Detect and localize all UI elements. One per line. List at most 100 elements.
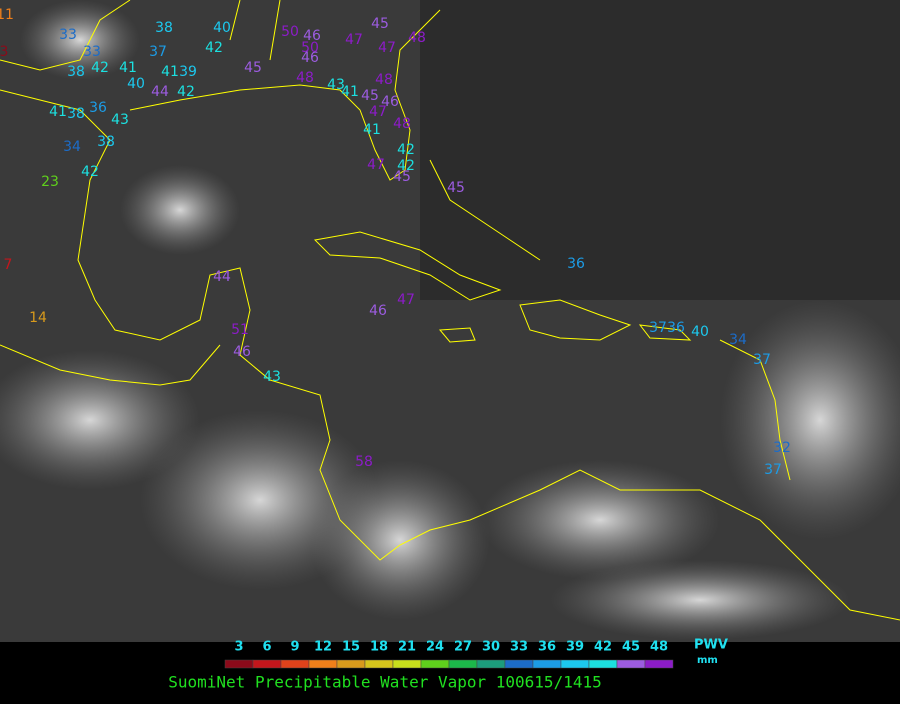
station-value: 38	[67, 106, 85, 122]
station-value: 41	[119, 60, 137, 76]
station-value: 41	[363, 122, 381, 138]
station-value: 47	[369, 104, 387, 120]
colorbar-tick-label: 30	[482, 640, 500, 655]
colorbar-tick-label: 6	[262, 640, 271, 655]
station-value: 46	[233, 344, 251, 360]
station-value: 23	[41, 174, 59, 190]
station-value: 45	[371, 16, 389, 32]
colorbar-swatch	[280, 659, 310, 669]
station-value: 48	[393, 116, 411, 132]
station-value: 47	[378, 40, 396, 56]
colorbar-swatch	[336, 659, 366, 669]
station-value: 58	[355, 454, 373, 470]
station-value: 34	[63, 139, 81, 155]
colorbar-tick-label: 24	[426, 640, 444, 655]
station-value: 42	[205, 40, 223, 56]
station-value: 34	[729, 332, 747, 348]
station-value: 45	[244, 60, 262, 76]
station-value: 38	[97, 134, 115, 150]
station-value: 11	[0, 7, 14, 23]
colorbar-swatch	[644, 659, 674, 669]
station-value: 42	[397, 158, 415, 174]
colorbar-tick-label: 33	[510, 640, 528, 655]
colorbar-tick-label: 48	[650, 640, 668, 655]
station-value: 32	[773, 440, 791, 456]
station-value: 50	[301, 40, 319, 56]
station-value: 44	[213, 269, 231, 285]
station-value: 41	[341, 84, 359, 100]
station-value: 37	[764, 462, 782, 478]
colorbar-tick-label: 18	[370, 640, 388, 655]
colorbar-swatch	[224, 659, 254, 669]
station-value: 47	[367, 157, 385, 173]
colorbar-swatch	[308, 659, 338, 669]
station-value: 46	[369, 303, 387, 319]
colorbar-swatch	[616, 659, 646, 669]
station-value: 38	[67, 64, 85, 80]
colorbar-swatch	[252, 659, 282, 669]
colorbar-swatch	[448, 659, 478, 669]
ocean-dark	[420, 0, 900, 300]
colorbar-swatch	[364, 659, 394, 669]
station-value: 46	[301, 50, 319, 66]
colorbar-swatch	[476, 659, 506, 669]
station-value: 42	[91, 60, 109, 76]
station-value: 7	[4, 257, 13, 273]
station-value: 46	[381, 94, 399, 110]
station-value: 44	[151, 84, 169, 100]
station-value: 48	[375, 72, 393, 88]
station-value: 40	[213, 20, 231, 36]
colorbar: 3 6 9 12 15 18 21 24 27 30 33 36 39 42 45 48	[224, 640, 674, 669]
colorbar-swatch	[392, 659, 422, 669]
station-value: 37	[149, 44, 167, 60]
colorbar-swatch	[532, 659, 562, 669]
station-value: 50	[281, 24, 299, 40]
unit-name: PWV	[694, 638, 728, 653]
colorbar-swatch	[560, 659, 590, 669]
colorbar-swatch	[420, 659, 450, 669]
legend-panel	[0, 642, 900, 700]
colorbar-tick-label: 21	[398, 640, 416, 655]
station-value: 42	[81, 164, 99, 180]
station-value: 42	[177, 84, 195, 100]
map-title: SuomiNet Precipitable Water Vapor 100615…	[168, 673, 601, 692]
station-value: 33	[83, 44, 101, 60]
station-value: 48	[408, 30, 426, 46]
unit: mm	[697, 655, 718, 666]
station-value: 41	[161, 64, 179, 80]
station-value: 45	[447, 180, 465, 196]
station-value: 33	[59, 27, 77, 43]
station-value: 14	[29, 310, 47, 326]
station-value: 41	[49, 104, 67, 120]
station-value: 45	[361, 88, 379, 104]
station-value: 46	[303, 28, 321, 44]
station-value: 42	[397, 142, 415, 158]
station-value: 39	[179, 64, 197, 80]
colorbar-tick-label: 15	[342, 640, 360, 655]
station-value: 45	[393, 169, 411, 185]
station-value: 3	[0, 44, 8, 60]
station-value: 47	[345, 32, 363, 48]
coastlines	[0, 0, 900, 621]
colorbar-swatch	[504, 659, 534, 669]
station-value: 40	[691, 324, 709, 340]
station-value: 43	[111, 112, 129, 128]
station-value: 43	[327, 77, 345, 93]
colorbar-tick-label: 12	[314, 640, 332, 655]
colorbar-tick-label: 39	[566, 640, 584, 655]
colorbar-swatch	[588, 659, 618, 669]
station-value: 37	[753, 352, 771, 368]
station-value: 36	[667, 320, 685, 336]
station-value: 47	[397, 292, 415, 308]
station-value: 38	[155, 20, 173, 36]
station-value: 36	[567, 256, 585, 272]
colorbar-tick-label: 9	[290, 640, 299, 655]
colorbar-tick-label: 27	[454, 640, 472, 655]
station-value: 43	[263, 369, 281, 385]
colorbar-tick-label: 42	[594, 640, 612, 655]
colorbar-tick-label: 3	[234, 640, 243, 655]
station-value: 36	[89, 100, 107, 116]
station-value: 48	[296, 70, 314, 86]
